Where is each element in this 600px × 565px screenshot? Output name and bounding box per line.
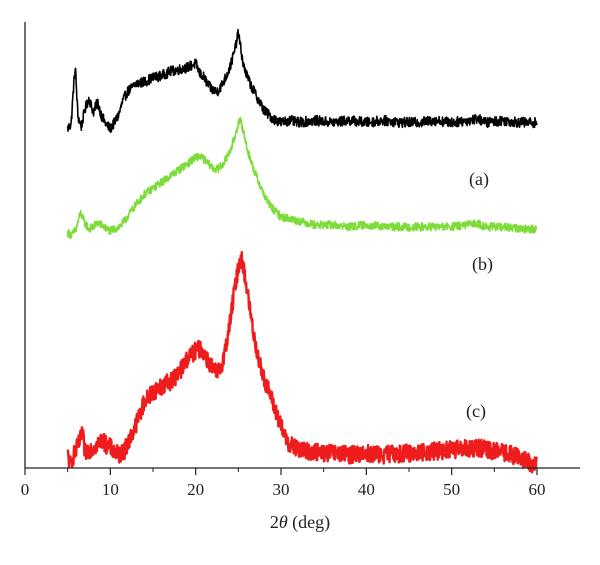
series-line-c	[66, 251, 539, 474]
x-tick-label: 30	[273, 480, 290, 499]
series-line-a	[66, 28, 538, 133]
series-labels: (a) (b) (c)	[466, 169, 493, 422]
x-tick-label: 60	[529, 480, 546, 499]
x-axis-title-prefix: 2	[270, 512, 279, 532]
series-label-a: (a)	[469, 169, 489, 190]
x-tick-label: 20	[187, 480, 204, 499]
plot-area	[66, 28, 539, 474]
series-line-b	[66, 117, 538, 239]
series-label-b: (b)	[472, 254, 493, 275]
x-axis-ticks: 0 10 20 30 40 50 60	[21, 468, 546, 499]
x-axis-title: 2θ (deg)	[270, 512, 330, 533]
series-label-c: (c)	[466, 401, 486, 422]
x-tick-label: 0	[21, 480, 30, 499]
x-axis-title-suffix: (deg)	[288, 512, 330, 533]
x-tick-label: 50	[443, 480, 460, 499]
x-axis-title-symbol: θ	[279, 512, 288, 532]
x-tick-label: 40	[358, 480, 375, 499]
x-tick-label: 10	[102, 480, 119, 499]
